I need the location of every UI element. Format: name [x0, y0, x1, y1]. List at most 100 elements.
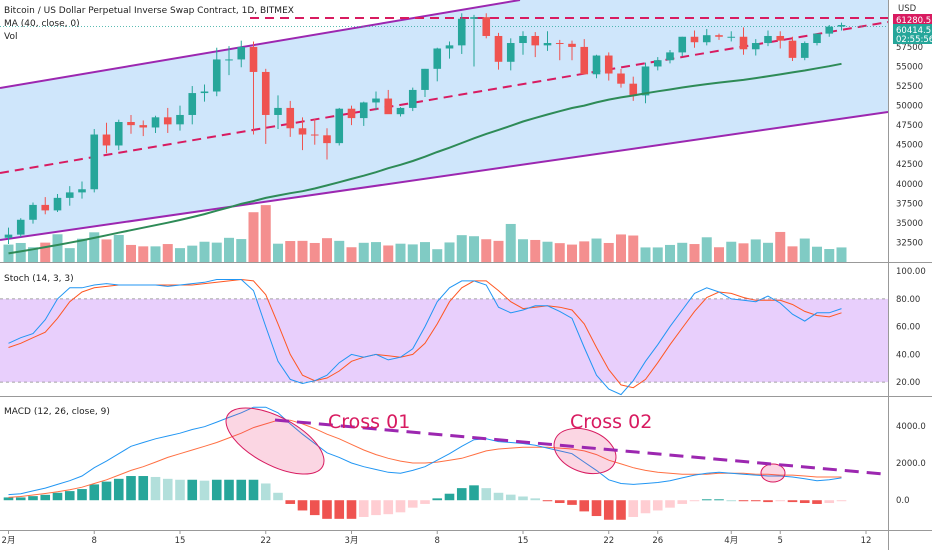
volume-bar	[395, 243, 406, 262]
candle-body	[715, 35, 723, 37]
ma-label: MA (40, close, 0)	[4, 19, 80, 29]
candle-body	[102, 134, 111, 146]
candle-body	[212, 59, 221, 92]
candle-body	[188, 93, 197, 115]
macd-histogram-bar	[628, 500, 639, 517]
candle-body	[335, 108, 344, 144]
volume-bar	[52, 234, 63, 262]
cross-02-label: Cross 02	[570, 411, 652, 433]
price-tick-label: 50000	[896, 102, 923, 112]
candle-body	[641, 66, 650, 96]
macd-histogram-bar	[395, 500, 406, 513]
candle-body	[445, 45, 454, 49]
price-channel-fill	[0, 0, 888, 240]
candle-body	[261, 71, 270, 115]
volume-bar	[469, 236, 479, 262]
price-tick-label: 55000	[896, 62, 923, 72]
candle-body	[114, 122, 123, 146]
countdown-text: 02:55:56	[896, 35, 932, 45]
top-price-text: 61280.5	[896, 16, 931, 26]
price-pane[interactable]	[0, 0, 888, 262]
candle-body	[127, 122, 135, 126]
volume-bar	[273, 243, 283, 262]
candle-body	[151, 117, 160, 128]
macd-histogram-bar	[248, 479, 259, 501]
candle-body	[163, 117, 172, 125]
macd-tick-label: 4000.0	[896, 422, 926, 432]
volume-bar	[162, 244, 173, 262]
macd-histogram-bar	[199, 480, 210, 501]
candle-body	[666, 52, 674, 61]
macd-histogram-bar	[64, 491, 75, 501]
volume-bar	[297, 240, 308, 262]
candle-body	[702, 35, 711, 43]
stoch-tick-label: 20.00	[896, 378, 920, 388]
volume-bar	[456, 235, 467, 262]
volume-bar	[371, 242, 381, 262]
candle-body	[298, 128, 307, 135]
candle-body	[200, 91, 209, 94]
candle-body	[237, 46, 246, 60]
volume-bar	[175, 248, 185, 262]
macd-pane[interactable]	[3, 394, 885, 520]
macd-histogram-bar	[591, 500, 602, 517]
macd-histogram-bar	[701, 499, 712, 501]
volume-bar	[211, 242, 222, 262]
macd-histogram-bar	[665, 500, 675, 508]
macd-histogram-bar	[824, 500, 835, 504]
candle-body	[310, 134, 319, 136]
macd-histogram-bar	[260, 483, 271, 501]
volume-bar	[481, 239, 492, 262]
candle-body	[494, 35, 503, 62]
candle-body	[372, 98, 380, 103]
macd-histogram-bar	[652, 500, 663, 511]
price-tick-label: 40000	[896, 180, 923, 190]
volume-bar	[138, 246, 149, 262]
macd-histogram-bar	[836, 500, 847, 502]
candle-body	[323, 135, 331, 144]
price-tick-label: 37500	[896, 199, 923, 209]
price-tick-label: 47500	[896, 121, 923, 131]
volume-bar	[763, 242, 773, 262]
x-tick-label: 5	[778, 536, 783, 546]
volume-bar	[383, 245, 394, 262]
macd-histogram-bar	[273, 492, 283, 501]
volume-bar	[505, 223, 516, 262]
candle-body	[825, 26, 834, 34]
macd-histogram-bar	[138, 476, 149, 501]
macd-histogram-bar	[236, 479, 247, 501]
x-tick-label: 15	[175, 536, 186, 546]
macd-histogram-bar	[481, 488, 492, 501]
candle-body	[4, 234, 13, 238]
candle-body	[65, 192, 74, 198]
currency-label: USD	[898, 4, 917, 14]
candle-body	[678, 36, 687, 53]
macd-histogram-bar	[187, 479, 198, 501]
cross-01-label: Cross 01	[328, 411, 410, 433]
volume-bar	[518, 239, 528, 262]
candle-body	[580, 46, 589, 75]
volume-bar	[322, 238, 332, 262]
macd-histogram-bar	[77, 489, 87, 501]
macd-histogram-bar	[787, 500, 798, 503]
macd-histogram-bar	[432, 498, 443, 501]
candle-body	[457, 18, 466, 46]
macd-histogram-bar	[3, 497, 14, 501]
stoch-pane[interactable]	[0, 278, 888, 396]
stoch-overbought-oversold-band	[0, 298, 888, 383]
macd-histogram-bar	[309, 500, 320, 516]
price-tick-label: 32500	[896, 238, 923, 248]
macd-histogram-bar	[175, 479, 185, 501]
volume-bar	[187, 245, 198, 262]
macd-histogram-bar	[518, 496, 528, 501]
volume-bar	[77, 238, 87, 262]
macd-histogram-bar	[567, 500, 577, 505]
volume-bar	[591, 238, 602, 262]
volume-bar	[542, 241, 553, 262]
volume-bar	[432, 249, 443, 262]
volume-bar	[15, 242, 26, 262]
volume-bar	[787, 246, 798, 262]
macd-tick-label: 2000.0	[896, 459, 926, 469]
macd-histogram-bar	[101, 481, 112, 501]
